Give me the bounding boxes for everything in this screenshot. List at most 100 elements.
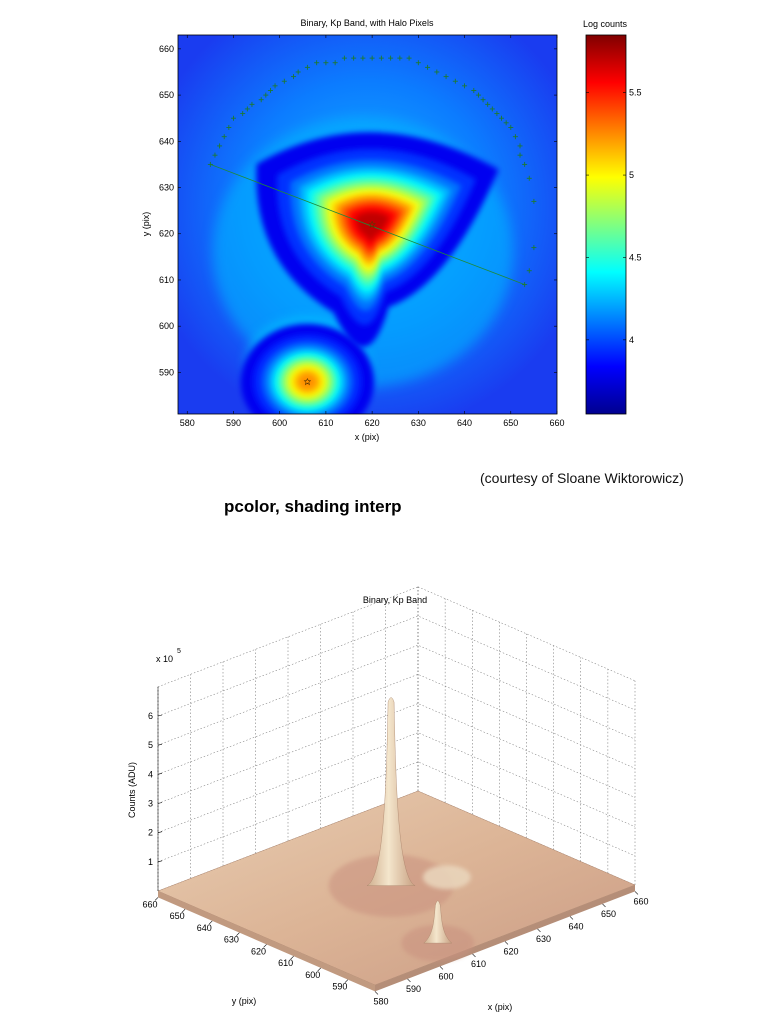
colorbar-label: Log counts (583, 19, 628, 29)
colorbar-ticks: 4 4.5 5 5.5 (586, 88, 642, 345)
z-tick (157, 743, 163, 746)
y-tick-label: 650 (170, 911, 185, 921)
halo-pixel-marker (485, 101, 491, 107)
halo-pixel-marker (526, 175, 532, 181)
heatmap-frame (177, 34, 558, 415)
halo-pixel-marker (494, 111, 500, 117)
halo-pixel-marker (207, 161, 213, 167)
halo-pixel-marker (489, 106, 495, 112)
y-tick-label: 640 (159, 136, 174, 146)
y-tick-label: 620 (251, 946, 266, 956)
halo-pixel-marker (221, 134, 227, 140)
surface-peak (366, 697, 416, 886)
y-tick (209, 920, 213, 925)
halo-pixel-marker (517, 152, 523, 158)
x-tick (602, 903, 606, 908)
x-tick-label: 650 (601, 909, 616, 919)
surface-title: Binary, Kp Band (363, 595, 427, 605)
x-tick (634, 891, 639, 895)
heatmap-x-label: x (pix) (355, 432, 380, 442)
halo-pixel-marker (512, 134, 518, 140)
x-tick-label: 660 (549, 418, 564, 428)
x-tick-label: 620 (365, 418, 380, 428)
grid-edge (417, 586, 636, 682)
halo-pixel-marker (226, 124, 232, 130)
halo-pixel-marker (434, 69, 440, 75)
y-tick (181, 908, 186, 913)
surface-z-exponent: 5 (177, 648, 181, 655)
surface-edge-right (375, 885, 635, 992)
x-tick-label: 580 (180, 418, 195, 428)
halo-pixel-marker (462, 83, 468, 89)
surface-peak (423, 900, 453, 944)
halo-pixel-marker (230, 115, 236, 121)
surface-shoulder (422, 865, 471, 890)
surface-edge-left (158, 891, 375, 992)
halo-pixel-marker (526, 268, 532, 274)
z-tick-label: 2 (148, 828, 153, 838)
halo-pixel-marker (443, 74, 449, 80)
halo-pixel-marker (531, 245, 537, 251)
halo-pixel-marker (267, 87, 273, 93)
y-tick-label: 590 (332, 982, 347, 992)
halo-pixel-marker (378, 55, 384, 61)
y-tick (263, 944, 267, 948)
halo-pixel-marker (281, 78, 287, 84)
surface-x-label: x (pix) (488, 1002, 513, 1012)
heatmap-title: Binary, Kp Band, with Halo Pixels (301, 18, 434, 28)
halo-pixel-marker (360, 55, 366, 61)
x-tick-label: 630 (411, 418, 426, 428)
heatmap-y-axis: 590 600 610 620 630 640 650 660 (159, 44, 557, 377)
y-tick-label: 650 (159, 90, 174, 100)
x-tick-label: 620 (503, 946, 518, 956)
halo-pixel-marker (351, 55, 357, 61)
y-tick-label: 620 (159, 229, 174, 239)
halo-pixel-marker (397, 55, 403, 61)
grid-line-z (157, 644, 636, 746)
z-tick-label: 6 (148, 711, 153, 721)
heatmap-image (178, 35, 557, 414)
x-tick-label: 640 (568, 921, 583, 931)
x-tick-label: 590 (406, 984, 421, 994)
grid-line-z (157, 615, 636, 717)
y-tick (344, 979, 349, 983)
x-tick-label: 610 (318, 418, 333, 428)
halo-pixel-marker (332, 60, 338, 66)
halo-pixel-marker (341, 55, 347, 61)
grid-edge (157, 586, 419, 688)
x-tick-label: 580 (373, 996, 388, 1006)
surface-mesh (157, 697, 636, 992)
halo-pixel-marker (522, 282, 528, 288)
colorbar-tick-label: 4.5 (629, 252, 642, 262)
halo-pixel-marker (304, 64, 310, 70)
z-tick-label: 4 (148, 769, 153, 779)
halo-pixel-marker (388, 55, 394, 61)
z-tick (157, 831, 163, 833)
z-tick-label: 3 (148, 799, 153, 809)
colorbar-tick-label: 5 (629, 170, 634, 180)
separation-line (210, 164, 525, 285)
y-tick-label: 610 (278, 958, 293, 968)
source-contour (298, 373, 317, 390)
halo-pixel-marker (471, 87, 477, 93)
y-tick-label: 600 (159, 321, 174, 331)
z-tick (157, 773, 163, 775)
halo-pixel-marker (522, 161, 528, 167)
x-tick-label: 590 (226, 418, 241, 428)
halo-pixel-marker (240, 111, 246, 117)
x-tick (407, 978, 411, 983)
x-tick-label: 610 (471, 959, 486, 969)
halo-pixel-marker (475, 92, 481, 98)
colorbar-tick-label: 4 (629, 335, 634, 345)
colorbar (585, 34, 627, 415)
colorbar-tick-label: 5.5 (629, 88, 642, 98)
halo-pixel-marker (258, 97, 264, 103)
halo-pixel-marker (212, 152, 218, 158)
heatmap-chart: Binary, Kp Band, with Halo Pixels 580 590… (141, 18, 642, 442)
x-tick-label: 660 (633, 896, 648, 906)
halo-pixel-marker (323, 60, 329, 66)
halo-pixel-marker (295, 69, 301, 75)
halo-pixel-marker (406, 55, 412, 61)
courtesy-note: (courtesy of Sloane Wiktorowicz) (480, 470, 684, 486)
x-tick-label: 640 (457, 418, 472, 428)
